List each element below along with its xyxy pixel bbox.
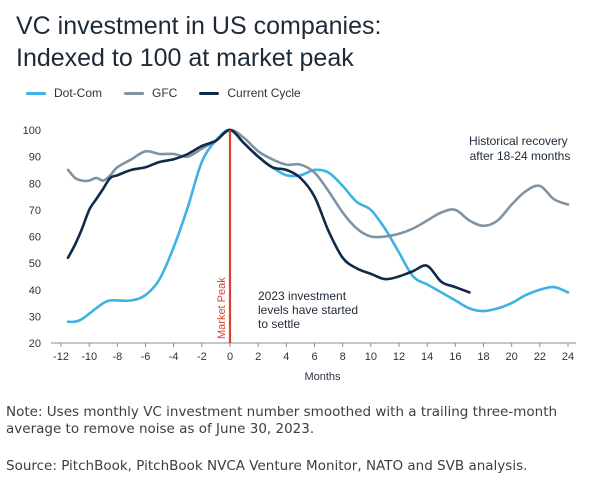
y-tick-label: 30 <box>29 311 41 323</box>
x-tick-label: 2 <box>255 351 261 363</box>
source-line: Source: PitchBook, PitchBook NVCA Ventur… <box>6 458 528 474</box>
annotation-historical-recovery: Historical recovery after 18-24 months <box>469 134 571 163</box>
series-line-gfc <box>66 128 570 239</box>
x-axis-label: Months <box>304 371 341 383</box>
legend-label-gfc: GFC <box>152 86 178 100</box>
x-tick-label: 18 <box>477 351 489 363</box>
x-tick-label: -4 <box>169 351 179 363</box>
chart-title: VC investment in US companies: Indexed t… <box>16 10 381 74</box>
x-tick-label: -8 <box>112 351 122 363</box>
x-tick-label: 4 <box>283 351 289 363</box>
x-tick-label: 12 <box>393 351 405 363</box>
peak-marker: Market Peak <box>216 130 232 343</box>
x-tick-label: -10 <box>81 351 97 363</box>
annotation-investment-line-2: levels have started <box>258 303 358 317</box>
series-line-dot-com <box>66 128 570 324</box>
y-tick-label: 60 <box>29 232 41 244</box>
x-tick-label: 10 <box>365 351 377 363</box>
annotation-investment-line-1: 2023 investment <box>258 289 347 303</box>
footnote: Note: Uses monthly VC investment number … <box>6 404 558 437</box>
annotation-historical-line-1: Historical recovery <box>469 134 568 148</box>
y-tick-label: 70 <box>29 205 41 217</box>
y-tick-label: 50 <box>29 258 41 270</box>
x-tick-label: -2 <box>197 351 207 363</box>
legend-swatch-dot-com <box>26 91 46 95</box>
legend-swatch-gfc <box>124 91 145 95</box>
chart-title-line-1: VC investment in US companies: <box>16 12 382 40</box>
y-axis: 20 30 40 50 60 70 80 90 100 <box>23 125 41 350</box>
y-tick-label: 100 <box>23 125 41 137</box>
x-tick-label: 22 <box>534 351 546 363</box>
y-tick-label: 90 <box>29 152 41 164</box>
legend-item-current-cycle: Current Cycle <box>199 86 301 100</box>
chart-legend: Dot-Com GFC Current Cycle <box>26 86 301 100</box>
y-tick-label: 40 <box>29 285 41 297</box>
y-tick-label: 20 <box>29 338 41 350</box>
legend-item-gfc: GFC <box>124 86 177 100</box>
x-tick-label: 8 <box>340 351 346 363</box>
series-line-current-cycle <box>66 128 471 294</box>
legend-swatch-current-cycle <box>199 91 220 95</box>
chart-title-line-2: Indexed to 100 at market peak <box>16 44 354 72</box>
x-tick-label: 20 <box>506 351 518 363</box>
x-tick-label: 6 <box>311 351 317 363</box>
y-tick-label: 80 <box>29 178 41 190</box>
x-tick-label: 14 <box>421 351 433 363</box>
x-axis: -12 -10 -8 -6 -4 -2 0 2 4 6 8 10 12 14 16 18 20 22 24 <box>51 342 576 363</box>
series-group <box>66 128 570 324</box>
x-tick-label: -12 <box>53 351 69 363</box>
x-tick-label: -6 <box>141 351 151 363</box>
annotation-investment-line-3: to settle <box>258 317 300 331</box>
x-tick-label: 24 <box>562 351 574 363</box>
legend-item-dot-com: Dot-Com <box>26 86 102 100</box>
legend-label-current-cycle: Current Cycle <box>227 86 301 100</box>
annotation-historical-line-2: after 18-24 months <box>470 149 571 163</box>
legend-label-dot-com: Dot-Com <box>54 86 103 100</box>
market-peak-label: Market Peak <box>216 277 228 339</box>
annotation-2023-investment: 2023 investment levels have started to s… <box>258 289 361 331</box>
x-tick-label: 16 <box>449 351 461 363</box>
x-tick-label: 0 <box>227 351 233 363</box>
